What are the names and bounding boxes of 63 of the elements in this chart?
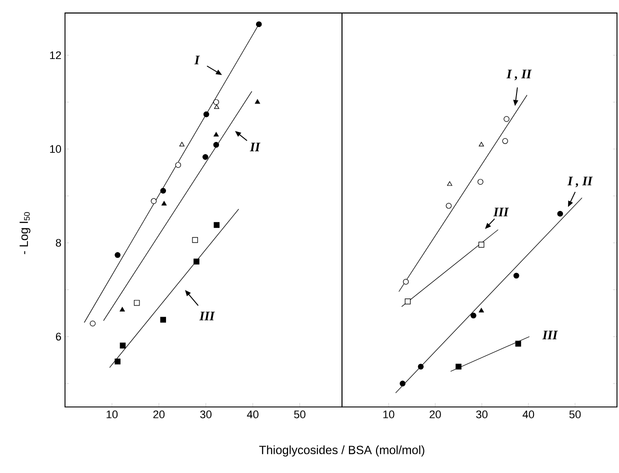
point [447, 181, 452, 186]
point [90, 320, 96, 326]
annotation: II [250, 142, 260, 152]
point [192, 237, 198, 243]
point [478, 142, 484, 146]
annotation: I [194, 56, 200, 64]
point [402, 278, 409, 285]
x-tick-label: 20 [153, 410, 165, 418]
annotation: III [493, 208, 509, 216]
x-axis-title: Thioglycosides / BSA (mol/mol) [259, 445, 424, 457]
y-axis-title: - Log I$_{50}$ [20, 212, 30, 254]
point [256, 21, 262, 28]
point [400, 380, 406, 386]
x-tick-label: 10 [106, 410, 118, 418]
y-tick-label: 10 [50, 145, 62, 153]
point [404, 298, 411, 304]
point [470, 312, 476, 318]
annotation: I , II [506, 70, 532, 80]
point [504, 116, 510, 122]
y-tick-label: 12 [50, 51, 61, 60]
y-tick-label: 8 [56, 238, 62, 247]
point [134, 300, 140, 306]
point [160, 316, 166, 323]
x-tick-label: 20 [430, 410, 441, 418]
point [478, 308, 484, 312]
x-tick-label: 50 [569, 410, 581, 418]
point [213, 99, 220, 106]
x-tick-label: 40 [522, 410, 534, 418]
point [120, 306, 125, 312]
x-tick-label: 50 [294, 410, 306, 418]
x-tick-label: 40 [246, 410, 258, 418]
point [214, 222, 220, 228]
y-tick-label: 6 [56, 332, 62, 341]
point [446, 202, 452, 209]
point [557, 210, 564, 217]
point [214, 104, 220, 109]
point [175, 162, 182, 168]
x-tick-label: 30 [476, 410, 488, 418]
point [120, 342, 126, 348]
point [160, 188, 166, 194]
annotation: I , II [567, 176, 593, 188]
point [478, 242, 484, 248]
point [202, 154, 208, 160]
point [150, 198, 157, 204]
point [179, 142, 184, 146]
point [114, 358, 120, 364]
point [515, 340, 522, 347]
point [513, 272, 520, 279]
point [213, 142, 220, 148]
point [418, 364, 424, 370]
point [194, 258, 200, 264]
point [162, 200, 167, 206]
point [456, 364, 462, 370]
point [214, 132, 219, 137]
point [203, 111, 210, 118]
x-tick-label: 30 [200, 410, 212, 418]
annotation: III [542, 330, 558, 340]
point [114, 252, 120, 258]
x-tick-label: 10 [383, 410, 394, 418]
point [254, 99, 260, 104]
point [478, 178, 484, 185]
annotation: III [199, 312, 215, 320]
point [502, 138, 508, 144]
